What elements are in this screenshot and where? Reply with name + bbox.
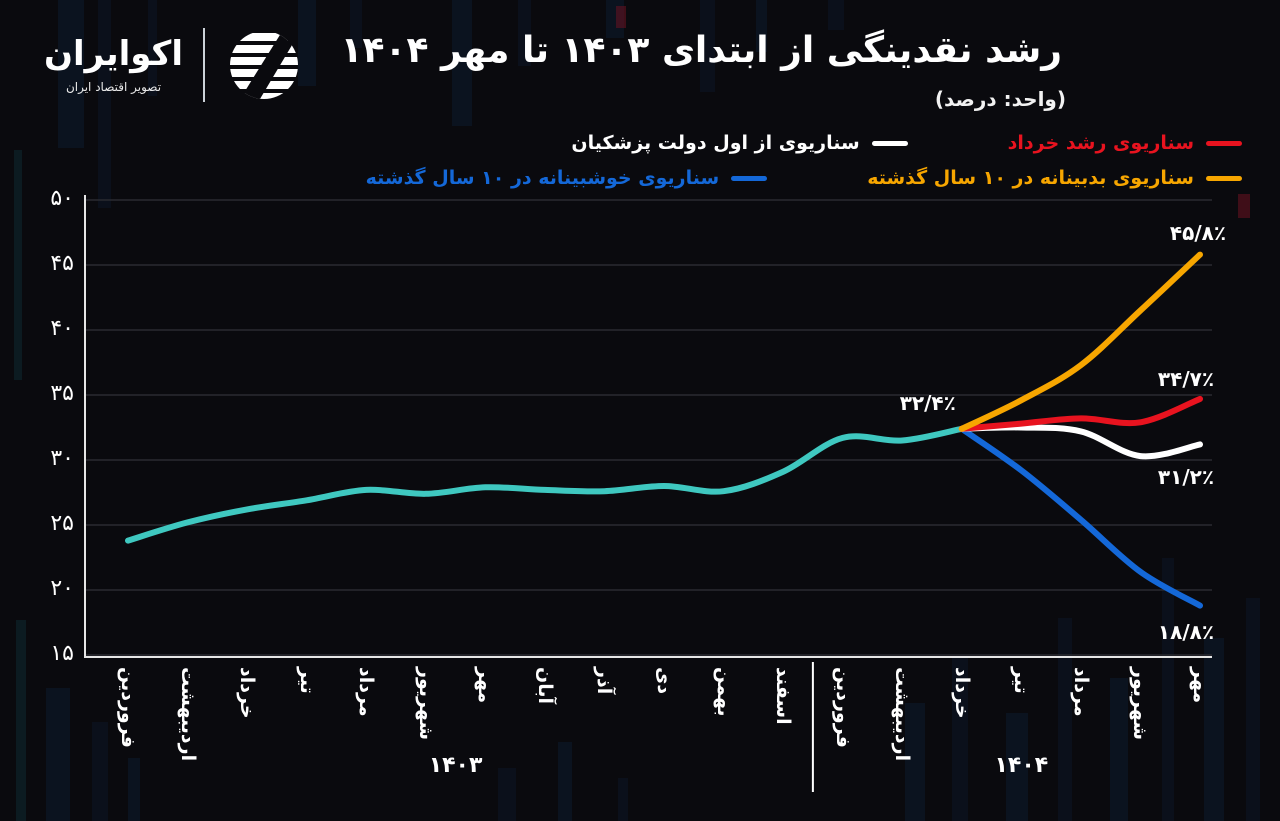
deco-bar <box>16 620 26 821</box>
legend-line-swatch <box>871 140 908 146</box>
deco-bar <box>756 0 767 52</box>
deco-bar <box>558 742 572 821</box>
brand-divider <box>203 28 205 102</box>
deco-bar <box>148 0 157 96</box>
deco-bar <box>128 758 140 821</box>
deco-bar <box>1204 638 1224 821</box>
legend-line-swatch <box>1206 140 1242 146</box>
deco-bar <box>1238 194 1250 218</box>
deco-bar <box>498 768 516 821</box>
optimistic-10yr-line <box>958 425 1203 609</box>
deco-bar <box>1246 598 1260 821</box>
deco-bar <box>98 0 111 208</box>
deco-bar <box>618 778 628 821</box>
legend-label: سناریوی بدبینانه در ۱۰ سال گذشته <box>867 167 1194 189</box>
pessimistic-10yr-line <box>958 251 1203 432</box>
brand-name: اکوایران <box>44 33 183 74</box>
khordad-growth-line <box>958 395 1203 432</box>
deco-bar <box>14 150 22 380</box>
deco-bar <box>350 0 362 48</box>
legend-label: سناریوی خوشبینانه در ۱۰ سال گذشته <box>365 167 720 189</box>
legend-line-swatch <box>1206 175 1242 181</box>
deco-bar <box>828 0 844 30</box>
deco-bar <box>1058 618 1072 821</box>
deco-bar <box>46 688 70 821</box>
deco-bar <box>1006 713 1028 821</box>
deco-bar <box>952 658 968 821</box>
legend-item: سناریوی رشد خرداد <box>1008 132 1242 154</box>
legend-item: سناریوی از اول دولت پزشکیان <box>571 132 908 154</box>
deco-bar <box>518 0 531 66</box>
legend-label: سناریوی رشد خرداد <box>1007 132 1194 154</box>
legend-row-2: سناریوی بدبینانه در ۱۰ سال گذشته سناریوی … <box>366 167 1242 189</box>
deco-bar <box>700 0 715 92</box>
brand-logo: اکوایران تصویر اقتصاد ایران <box>44 26 303 104</box>
deco-bar <box>905 703 925 821</box>
deco-bar <box>298 0 316 86</box>
brand-text-block: اکوایران تصویر اقتصاد ایران <box>44 37 183 94</box>
deco-bar <box>92 722 108 821</box>
deco-bar <box>58 0 84 148</box>
legend-item: سناریوی بدبینانه در ۱۰ سال گذشته <box>867 167 1242 189</box>
brand-globe-icon <box>230 31 298 99</box>
history-line <box>125 425 965 544</box>
legend-item: سناریوی خوشبینانه در ۱۰ سال گذشته <box>366 167 768 189</box>
deco-bar <box>1110 678 1128 821</box>
page-title: رشد نقدینگی از ابتدای ۱۴۰۳ تا مهر ۱۴۰۴ <box>340 30 1062 71</box>
legend-label: سناریوی از اول دولت پزشکیان <box>571 132 860 154</box>
brand-tagline: تصویر اقتصاد ایران <box>65 79 162 94</box>
legend-line-swatch <box>731 175 768 181</box>
deco-bar <box>452 0 472 126</box>
unit-note: (واحد: درصد) <box>934 87 1066 111</box>
deco-bar <box>1162 558 1174 821</box>
deco-bar <box>616 6 626 28</box>
legend-row-1: سناریوی رشد خرداد سناریوی از اول دولت پزش… <box>571 132 1242 154</box>
